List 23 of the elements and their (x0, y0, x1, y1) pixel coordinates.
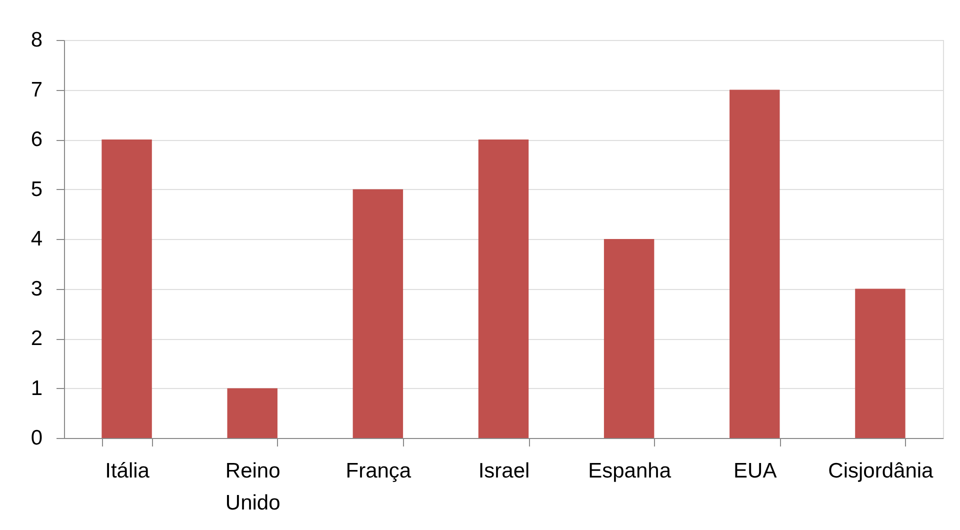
y-tick-label: 7 (30, 78, 42, 102)
y-tick-label: 6 (30, 128, 42, 151)
x-tick-label: Espanha (588, 460, 672, 482)
y-tick-label: 4 (30, 228, 43, 250)
bar (730, 90, 780, 438)
bar (855, 288, 906, 438)
x-tick-label: França (346, 460, 412, 482)
y-tick-label: 2 (30, 327, 42, 350)
bar (352, 189, 404, 438)
y-tick-label: 1 (30, 376, 42, 400)
x-tick-label: Israel (478, 460, 530, 482)
y-tick-label: 8 (30, 28, 42, 52)
y-tick-label: 0 (30, 426, 42, 450)
bar (102, 140, 152, 438)
x-tick-label: Itália (105, 460, 150, 482)
y-tick-label: 5 (30, 178, 42, 201)
bar (227, 388, 278, 438)
x-tick-label: Cisjordânia (828, 460, 934, 482)
bar (604, 239, 654, 438)
bar (478, 140, 529, 438)
x-tick-label: EUA (734, 460, 777, 482)
y-tick-label: 3 (30, 277, 42, 300)
x-tick-label: Reino Unido (225, 460, 280, 514)
